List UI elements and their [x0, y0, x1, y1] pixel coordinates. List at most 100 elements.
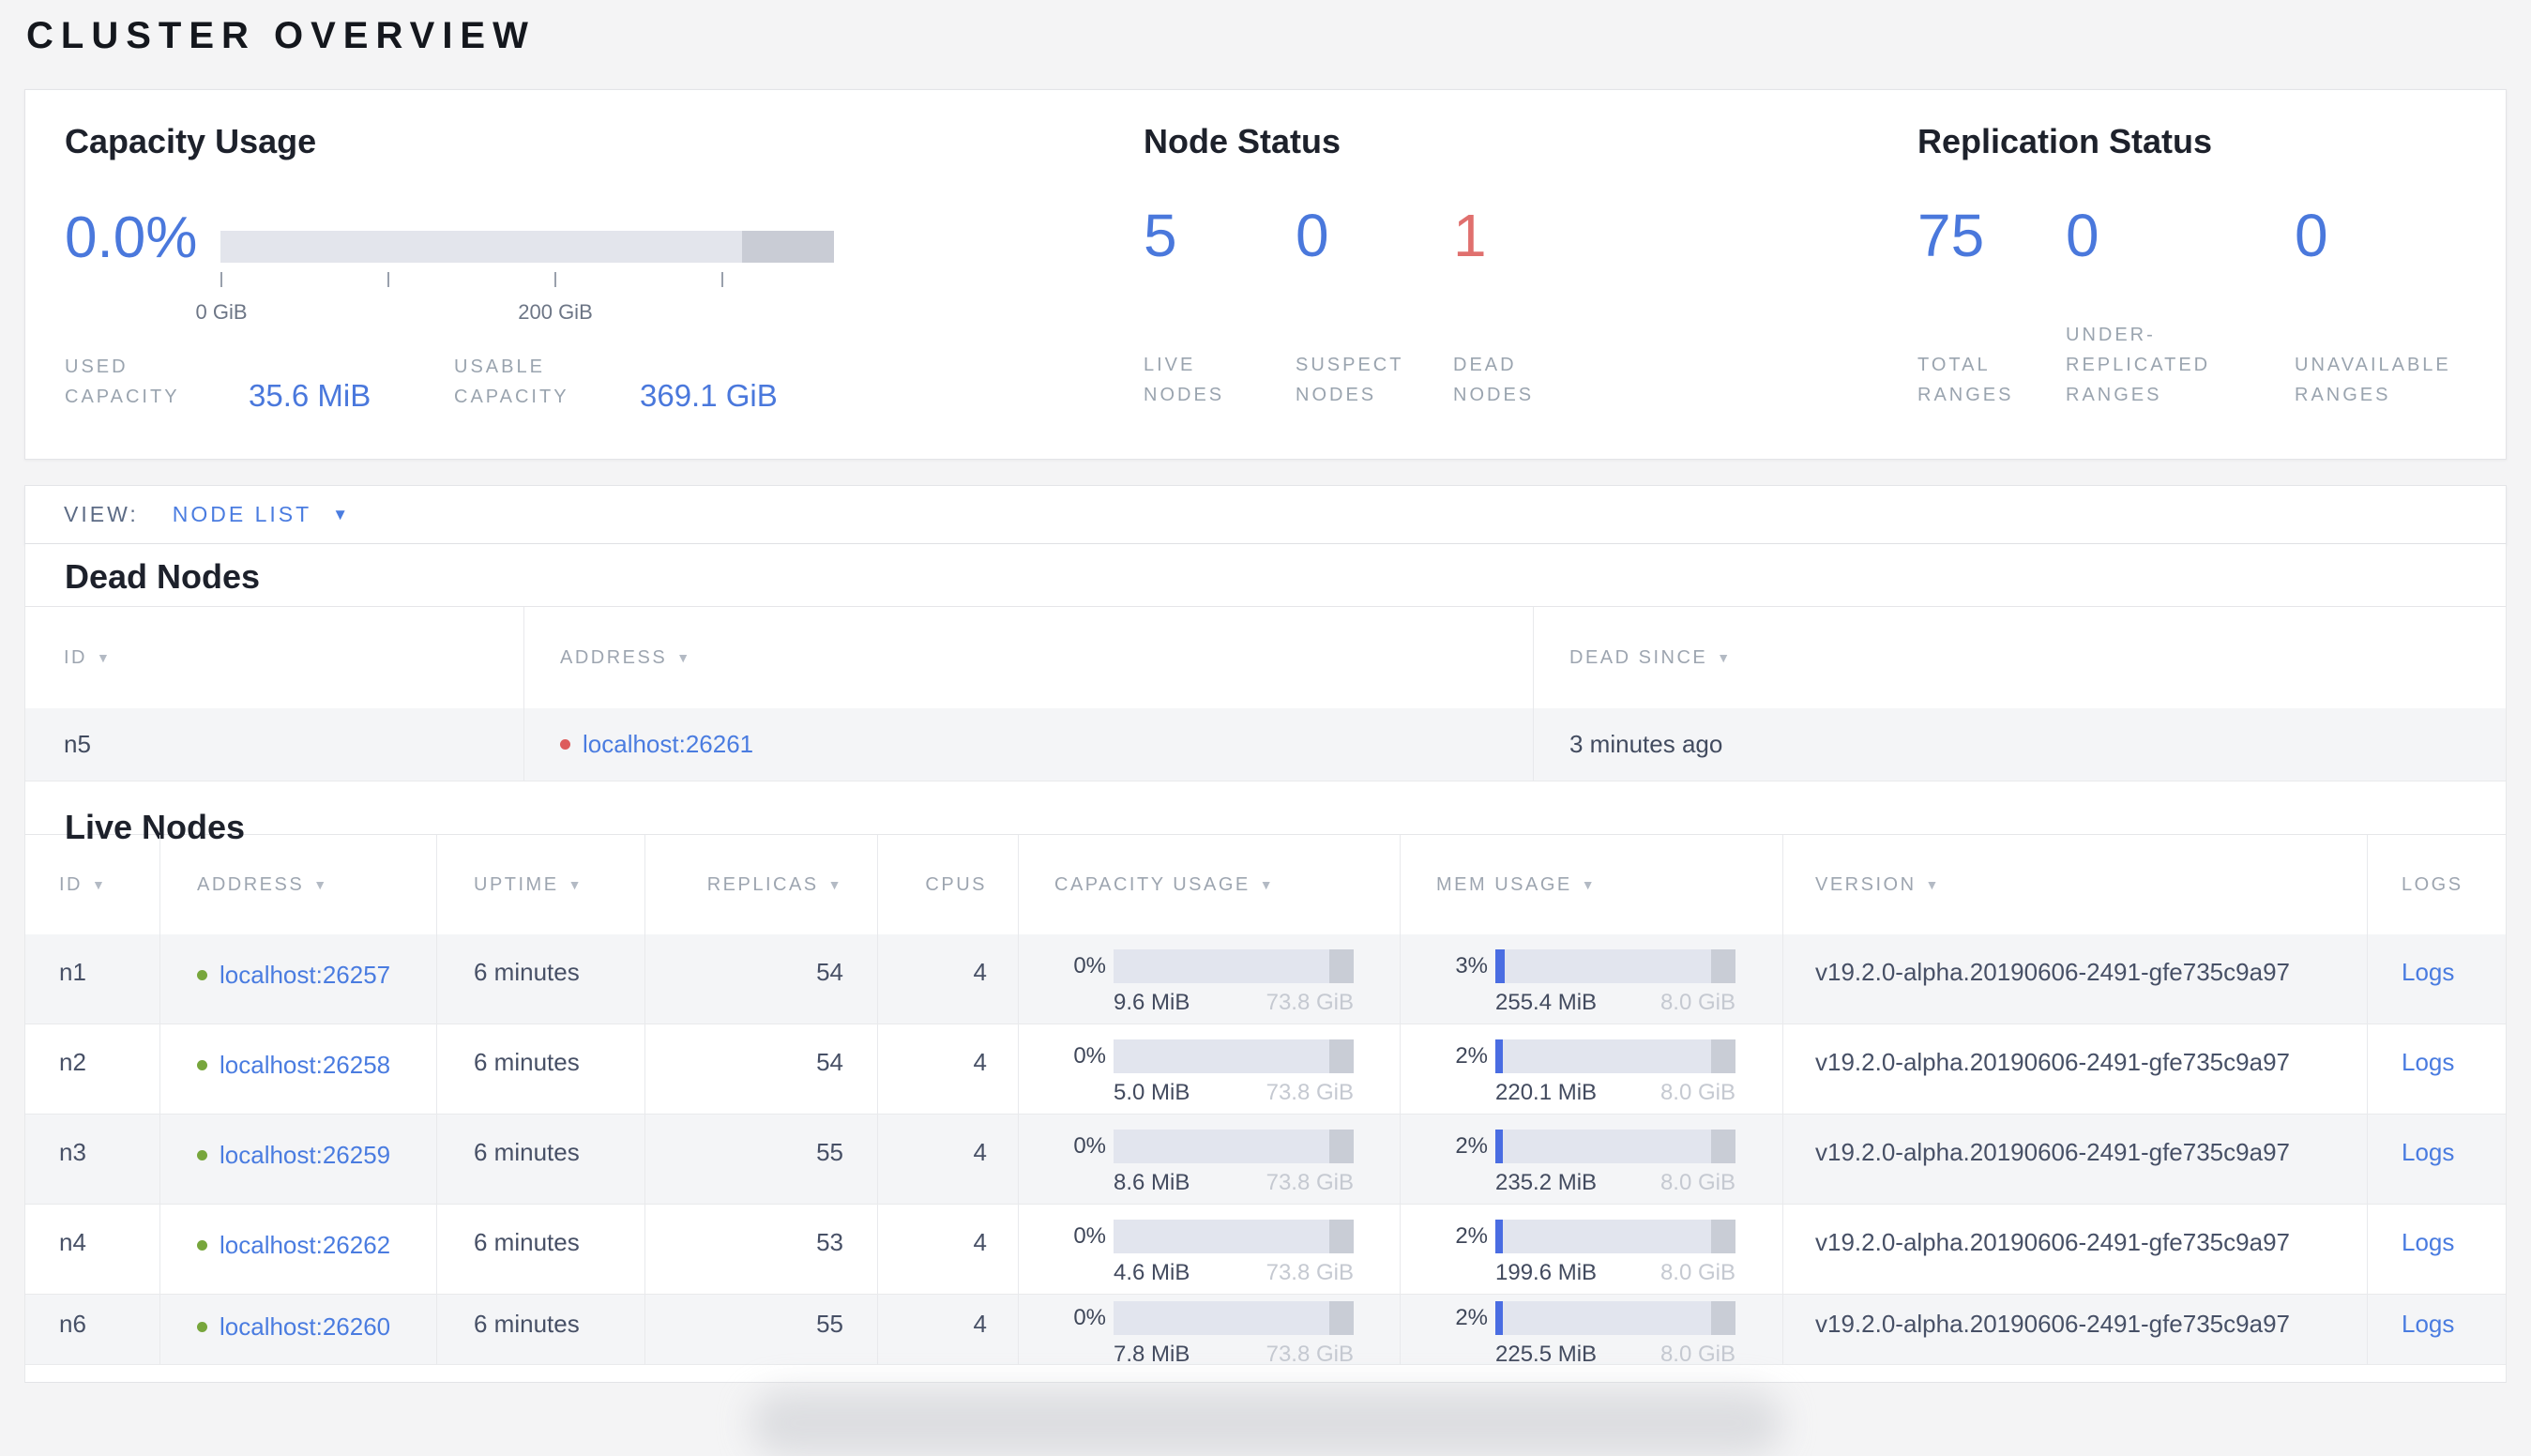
live-node-mem-usage: 2% 220.1 MiB 8.0 GiB	[1401, 1024, 1783, 1114]
mem-percent-label: 2%	[1455, 1305, 1488, 1330]
live-node-capacity-usage: 0% 4.6 MiB 73.8 GiB	[1019, 1205, 1401, 1294]
capacity-percent-label: 0%	[1073, 1133, 1106, 1159]
sort-desc-icon: ▼	[92, 877, 108, 892]
live-col-capacity-header[interactable]: CAPACITY USAGE ▼	[1019, 835, 1401, 934]
dead-status-dot-icon	[560, 739, 570, 750]
capacity-used-value: 9.6 MiB	[1114, 990, 1190, 1015]
live-col-cpus-header[interactable]: CPUS	[878, 835, 1019, 934]
capacity-usage-section: Capacity Usage 0.0% 0 GiB 200 GiB USED C…	[65, 90, 1106, 459]
sort-desc-icon: ▼	[97, 650, 113, 665]
mem-minibar-reserved	[1711, 1130, 1735, 1163]
live-col-replicas-header[interactable]: REPLICAS ▼	[645, 835, 878, 934]
total-ranges-metric: 75 TOTAL RANGES	[1917, 90, 2058, 459]
capacity-total-value: 73.8 GiB	[1266, 1080, 1354, 1105]
live-col-version-header[interactable]: VERSION ▼	[1783, 835, 2368, 934]
live-node-address-cell: localhost:26259	[160, 1115, 437, 1204]
node-status-title: Node Status	[1144, 122, 1341, 160]
live-node-id: n3	[25, 1115, 160, 1204]
live-node-uptime: 6 minutes	[437, 934, 645, 1024]
dead-col-id-header[interactable]: ID ▼	[25, 607, 524, 708]
live-node-uptime: 6 minutes	[437, 1295, 645, 1364]
capacity-minibar-reserved	[1329, 1301, 1354, 1335]
usable-capacity-stat: USABLE CAPACITY 369.1 GiB	[454, 352, 778, 413]
mem-total-value: 8.0 GiB	[1660, 1170, 1735, 1195]
view-dropdown-value[interactable]: NODE LIST	[172, 502, 312, 526]
live-node-address-link[interactable]: localhost:26259	[220, 1141, 391, 1169]
dead-node-address-link[interactable]: localhost:26261	[583, 730, 754, 758]
live-col-cpus-label: CPUS	[925, 873, 987, 895]
suspect-nodes-count: 0	[1296, 202, 1329, 269]
live-node-logs-link[interactable]: Logs	[2402, 1048, 2455, 1076]
live-node-version: v19.2.0-alpha.20190606-2491-gfe735c9a97	[1783, 1024, 2368, 1114]
live-col-id-header[interactable]: ID ▼	[25, 835, 160, 934]
live-node-address-link[interactable]: localhost:26260	[220, 1312, 391, 1341]
live-node-address-cell: localhost:26260	[160, 1295, 437, 1364]
view-dropdown[interactable]: NODE LIST ▼	[173, 502, 351, 527]
capacity-minibar-reserved	[1329, 1039, 1354, 1073]
live-node-address-link[interactable]: localhost:26258	[220, 1051, 391, 1079]
live-status-dot-icon	[197, 1322, 207, 1332]
total-ranges-label: TOTAL RANGES	[1917, 355, 2014, 405]
suspect-nodes-label: SUSPECT NODES	[1296, 355, 1404, 405]
dead-nodes-table: ID ▼ ADDRESS ▼ DEAD SINCE ▼ n5 localhost…	[25, 606, 2506, 781]
live-node-row: n1 localhost:26257 6 minutes 54 4 0% 9.6…	[25, 934, 2506, 1024]
live-col-address-header[interactable]: ADDRESS ▼	[160, 835, 437, 934]
axis-tick	[554, 272, 556, 287]
mem-minibar	[1495, 1301, 1735, 1335]
mem-minibar-reserved	[1711, 1039, 1735, 1073]
bottom-scroll-shadow	[750, 1390, 1782, 1456]
live-nodes-header-row: ID ▼ ADDRESS ▼ UPTIME ▼ REPLICAS ▼ CPUS …	[25, 835, 2506, 934]
dead-node-dead-since: 3 minutes ago	[1569, 730, 1723, 758]
live-col-id-label: ID	[59, 873, 83, 895]
usable-capacity-value: 369.1 GiB	[640, 378, 778, 413]
live-node-logs-link[interactable]: Logs	[2402, 958, 2455, 986]
live-col-address-label: ADDRESS	[197, 873, 305, 895]
sort-desc-icon: ▼	[1717, 650, 1733, 665]
mem-used-value: 199.6 MiB	[1495, 1260, 1598, 1285]
used-capacity-stat: USED CAPACITY 35.6 MiB	[65, 352, 371, 413]
live-node-logs-link[interactable]: Logs	[2402, 1310, 2455, 1338]
dead-col-address-header[interactable]: ADDRESS ▼	[524, 607, 1534, 708]
dead-col-id-label: ID	[64, 646, 87, 668]
dead-nodes-label: DEAD NODES	[1453, 355, 1535, 405]
dead-nodes-count: 1	[1453, 202, 1487, 269]
capacity-total-value: 73.8 GiB	[1266, 1170, 1354, 1195]
live-node-capacity-usage: 0% 9.6 MiB 73.8 GiB	[1019, 934, 1401, 1024]
mem-total-value: 8.0 GiB	[1660, 1080, 1735, 1105]
live-status-dot-icon	[197, 1240, 207, 1251]
live-col-mem-label: MEM USAGE	[1436, 873, 1572, 895]
live-node-mem-usage: 2% 199.6 MiB 8.0 GiB	[1401, 1205, 1783, 1294]
live-node-logs-link[interactable]: Logs	[2402, 1138, 2455, 1166]
sort-desc-icon: ▼	[568, 877, 583, 892]
live-nodes-table: ID ▼ ADDRESS ▼ UPTIME ▼ REPLICAS ▼ CPUS …	[25, 834, 2506, 1367]
live-node-id: n2	[25, 1024, 160, 1114]
live-node-version: v19.2.0-alpha.20190606-2491-gfe735c9a97	[1783, 1115, 2368, 1204]
live-node-version: v19.2.0-alpha.20190606-2491-gfe735c9a97	[1783, 934, 2368, 1024]
live-node-logs-cell: Logs	[2368, 1024, 2506, 1114]
capacity-total-value: 73.8 GiB	[1266, 1342, 1354, 1367]
live-node-replicas: 53	[645, 1205, 878, 1294]
axis-tick	[387, 272, 389, 287]
capacity-total-value: 73.8 GiB	[1266, 1260, 1354, 1285]
live-col-uptime-header[interactable]: UPTIME ▼	[437, 835, 645, 934]
axis-tick	[721, 272, 723, 287]
capacity-total-value: 73.8 GiB	[1266, 990, 1354, 1015]
live-node-address-link[interactable]: localhost:26262	[220, 1231, 391, 1259]
dead-col-deadsince-header[interactable]: DEAD SINCE ▼	[1534, 607, 2506, 708]
live-node-address-link[interactable]: localhost:26257	[220, 961, 391, 989]
mem-minibar-fill	[1495, 1301, 1503, 1335]
capacity-used-value: 8.6 MiB	[1114, 1170, 1190, 1195]
live-node-logs-link[interactable]: Logs	[2402, 1228, 2455, 1256]
under-replicated-metric: 0 UNDER-REPLICATED RANGES	[2066, 90, 2286, 459]
used-capacity-label: USED CAPACITY	[65, 356, 180, 407]
mem-used-value: 220.1 MiB	[1495, 1080, 1598, 1105]
replication-status-section: Replication Status 75 TOTAL RANGES 0 UND…	[1917, 90, 2499, 459]
live-node-version: v19.2.0-alpha.20190606-2491-gfe735c9a97	[1783, 1295, 2368, 1364]
usable-capacity-label: USABLE CAPACITY	[454, 356, 569, 407]
live-node-address-cell: localhost:26262	[160, 1205, 437, 1294]
capacity-used-value: 5.0 MiB	[1114, 1080, 1190, 1105]
live-node-row: n2 localhost:26258 6 minutes 54 4 0% 5.0…	[25, 1024, 2506, 1115]
mem-minibar-reserved	[1711, 1220, 1735, 1253]
live-col-mem-header[interactable]: MEM USAGE ▼	[1401, 835, 1783, 934]
live-node-uptime: 6 minutes	[437, 1115, 645, 1204]
